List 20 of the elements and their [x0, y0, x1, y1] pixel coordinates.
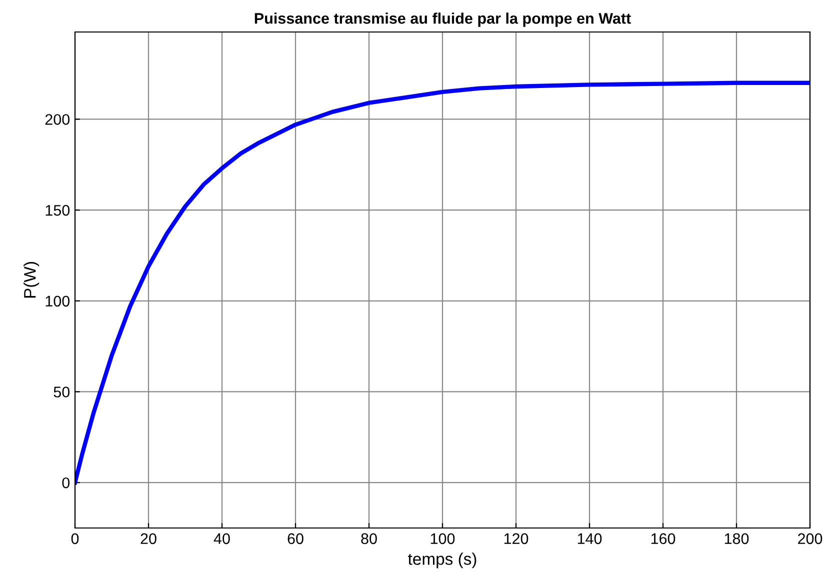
x-tick-label: 60 [288, 533, 304, 544]
y-tick-label: 150 [46, 204, 70, 216]
x-tick-label: 160 [651, 533, 676, 544]
y-axis-title: P(W) [24, 262, 40, 298]
x-tick-label: 100 [430, 533, 455, 544]
x-tick-label: 0 [71, 533, 79, 544]
x-tick-label: 40 [214, 533, 230, 544]
y-tick-label: 100 [46, 296, 70, 307]
x-tick-label: 200 [798, 533, 822, 544]
x-tick-label: 180 [724, 533, 749, 544]
x-tick-label: 120 [504, 533, 528, 544]
x-tick-label: 20 [140, 533, 156, 544]
line-series [75, 80, 810, 485]
y-tick-label: 50 [54, 386, 70, 398]
chart-title: Puissance transmise au fluide par la pompe en Watt [254, 12, 631, 27]
x-axis-title: temps (s) [408, 552, 476, 568]
y-tick-label: 0 [62, 477, 70, 488]
x-tick-label: 80 [361, 533, 377, 544]
x-tick-label: 140 [578, 533, 602, 544]
y-tick-label: 200 [45, 114, 70, 125]
